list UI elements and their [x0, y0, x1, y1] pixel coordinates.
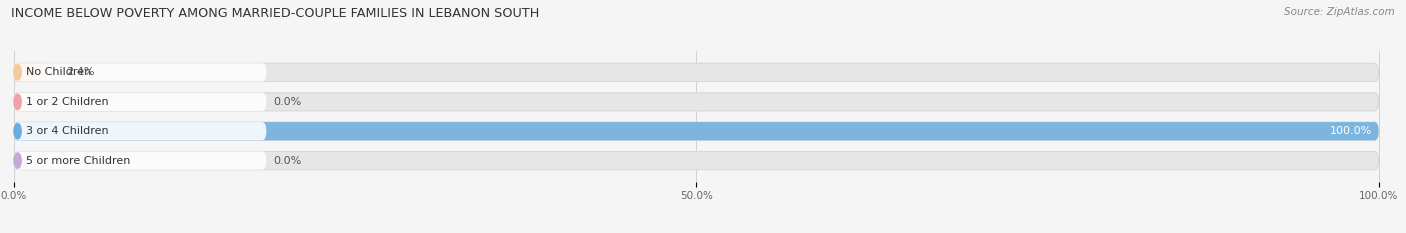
Text: 5 or more Children: 5 or more Children: [25, 156, 129, 166]
Circle shape: [14, 123, 21, 139]
Text: No Children: No Children: [25, 67, 91, 77]
Text: INCOME BELOW POVERTY AMONG MARRIED-COUPLE FAMILIES IN LEBANON SOUTH: INCOME BELOW POVERTY AMONG MARRIED-COUPL…: [11, 7, 540, 20]
Circle shape: [14, 153, 21, 168]
FancyBboxPatch shape: [14, 63, 266, 82]
FancyBboxPatch shape: [14, 63, 1378, 82]
FancyBboxPatch shape: [14, 122, 266, 140]
Text: 2.4%: 2.4%: [66, 67, 94, 77]
Circle shape: [14, 94, 21, 110]
FancyBboxPatch shape: [14, 151, 266, 170]
FancyBboxPatch shape: [14, 122, 1378, 140]
Text: 0.0%: 0.0%: [273, 156, 301, 166]
FancyBboxPatch shape: [14, 63, 46, 82]
FancyBboxPatch shape: [14, 151, 1378, 170]
Text: 0.0%: 0.0%: [273, 97, 301, 107]
Text: 100.0%: 100.0%: [1330, 126, 1372, 136]
FancyBboxPatch shape: [14, 93, 1378, 111]
Text: 3 or 4 Children: 3 or 4 Children: [25, 126, 108, 136]
FancyBboxPatch shape: [14, 93, 266, 111]
Text: Source: ZipAtlas.com: Source: ZipAtlas.com: [1284, 7, 1395, 17]
Text: 1 or 2 Children: 1 or 2 Children: [25, 97, 108, 107]
Circle shape: [14, 65, 21, 80]
FancyBboxPatch shape: [14, 122, 1378, 140]
